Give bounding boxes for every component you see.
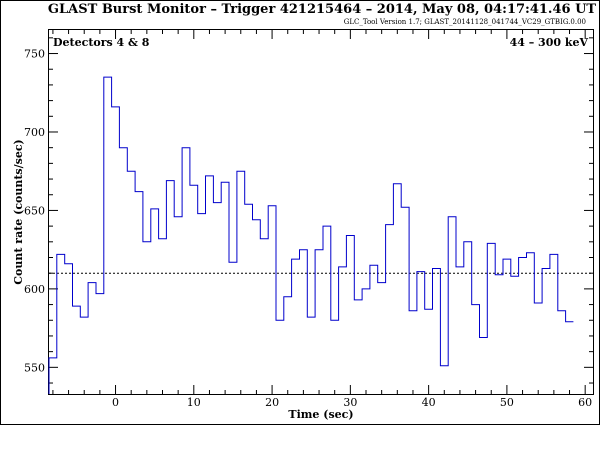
x-tick-label: 20: [265, 396, 279, 409]
x-tick-label: 0: [112, 396, 119, 409]
chart-subtitle: GLC_Tool Version 1.7; GLAST_20141128_041…: [344, 18, 586, 26]
x-tick-label: 40: [422, 396, 436, 409]
y-tick-label: 550: [24, 361, 45, 374]
chart-title: GLAST Burst Monitor – Trigger 421215464 …: [48, 2, 597, 17]
y-tick-label: 600: [24, 283, 45, 296]
y-tick-label: 650: [24, 204, 45, 217]
x-tick-label: 50: [500, 396, 514, 409]
energy-annotation: 44 – 300 keV: [510, 36, 589, 49]
x-axis-ticks: [115, 30, 586, 394]
y-axis-ticks: [49, 53, 593, 368]
y-tick-label: 700: [24, 126, 45, 139]
y-axis-label: Count rate (counts/sec): [12, 139, 25, 284]
x-tick-label: 10: [187, 396, 201, 409]
lightcurve-series: [48, 76, 574, 394]
x-axis-label: Time (sec): [288, 408, 353, 421]
y-tick-label: 750: [24, 48, 45, 61]
detector-annotation: Detectors 4 & 8: [53, 36, 150, 49]
minor-ticks: [49, 30, 593, 394]
x-tick-label: 60: [578, 396, 592, 409]
x-tick-label: 30: [343, 396, 357, 409]
plot-frame: [48, 29, 594, 395]
y-axis-tick-labels: 550 600 650 700 750: [24, 48, 45, 375]
x-axis-tick-labels: 0 10 20 30 40 50 60: [112, 396, 592, 409]
